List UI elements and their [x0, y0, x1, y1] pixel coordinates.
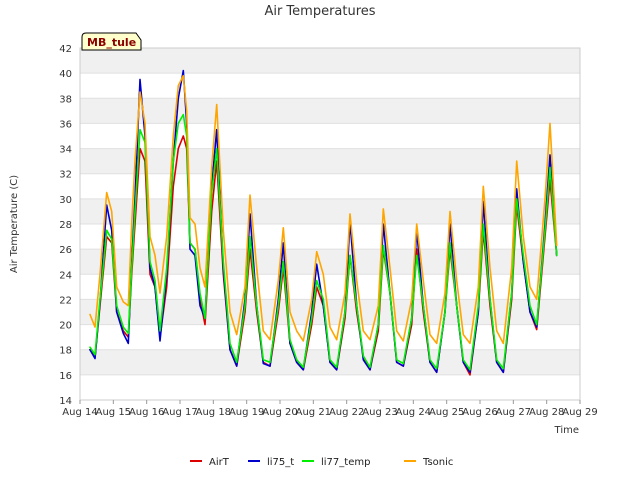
x-axis-label: Time [554, 425, 579, 436]
grid-band [80, 148, 580, 174]
y-tick-label: 40 [59, 69, 72, 80]
y-tick-label: 16 [59, 371, 72, 382]
y-tick-label: 42 [59, 44, 72, 55]
legend-label: Tsonic [422, 457, 453, 468]
y-tick-label: 38 [59, 94, 72, 105]
x-tick-label: Aug 22 [329, 407, 364, 418]
y-tick-label: 32 [59, 170, 72, 181]
y-tick-label: 22 [59, 295, 72, 306]
x-tick-label: Aug 17 [162, 407, 197, 418]
x-tick-label: Aug 28 [529, 407, 564, 418]
grid-band [80, 48, 580, 74]
x-tick-label: Aug 27 [496, 407, 531, 418]
x-tick-label: Aug 20 [262, 407, 297, 418]
chart-title: Air Temperatures [264, 4, 375, 19]
y-tick-label: 28 [59, 220, 72, 231]
x-tick-label: Aug 25 [429, 407, 464, 418]
grid-band [80, 224, 580, 250]
y-tick-label: 24 [59, 270, 72, 281]
x-tick-label: Aug 18 [196, 407, 231, 418]
y-axis: 14 16 18 20 22 24 26 28 30 32 34 36 38 40 42 [59, 44, 72, 407]
y-tick-label: 34 [59, 145, 72, 156]
x-tick-label: Aug 19 [229, 407, 264, 418]
legend-label: AirT [209, 457, 230, 468]
grid-band [80, 123, 580, 149]
legend-label: li75_t [267, 457, 294, 468]
y-tick-label: 18 [59, 346, 72, 357]
series-line-Tsonic [89, 74, 558, 345]
x-tick-label: Aug 15 [96, 407, 131, 418]
site-label: MB_tule [87, 36, 136, 49]
grid-band [80, 374, 580, 400]
grid-band [80, 173, 580, 199]
legend: AirT li75_t li77_temp Tsonic [190, 457, 453, 468]
x-tick-label: Aug 26 [462, 407, 497, 418]
x-tick-label: Aug 23 [362, 407, 397, 418]
series-line-li77_temp [89, 113, 558, 371]
grid-band [80, 73, 580, 99]
x-tick-label: Aug 16 [129, 407, 164, 418]
x-tick-label: Aug 24 [396, 407, 431, 418]
y-tick-label: 36 [59, 119, 72, 130]
series-lines [89, 69, 558, 376]
y-axis-label: Air Temperature (C) [9, 175, 20, 273]
grid-band [80, 98, 580, 124]
x-tick-label: Aug 14 [62, 407, 97, 418]
y-tick-label: 14 [59, 396, 72, 407]
x-tick-label: Aug 29 [562, 407, 597, 418]
x-tick-label: Aug 21 [296, 407, 331, 418]
y-tick-label: 26 [59, 245, 72, 256]
plot-frame [79, 47, 581, 401]
site-label-box: MB_tule [81, 32, 142, 51]
y-tick-label: 20 [59, 321, 72, 332]
grid-band [80, 198, 580, 224]
y-tick-label: 30 [59, 195, 72, 206]
legend-label: li77_temp [321, 457, 370, 468]
